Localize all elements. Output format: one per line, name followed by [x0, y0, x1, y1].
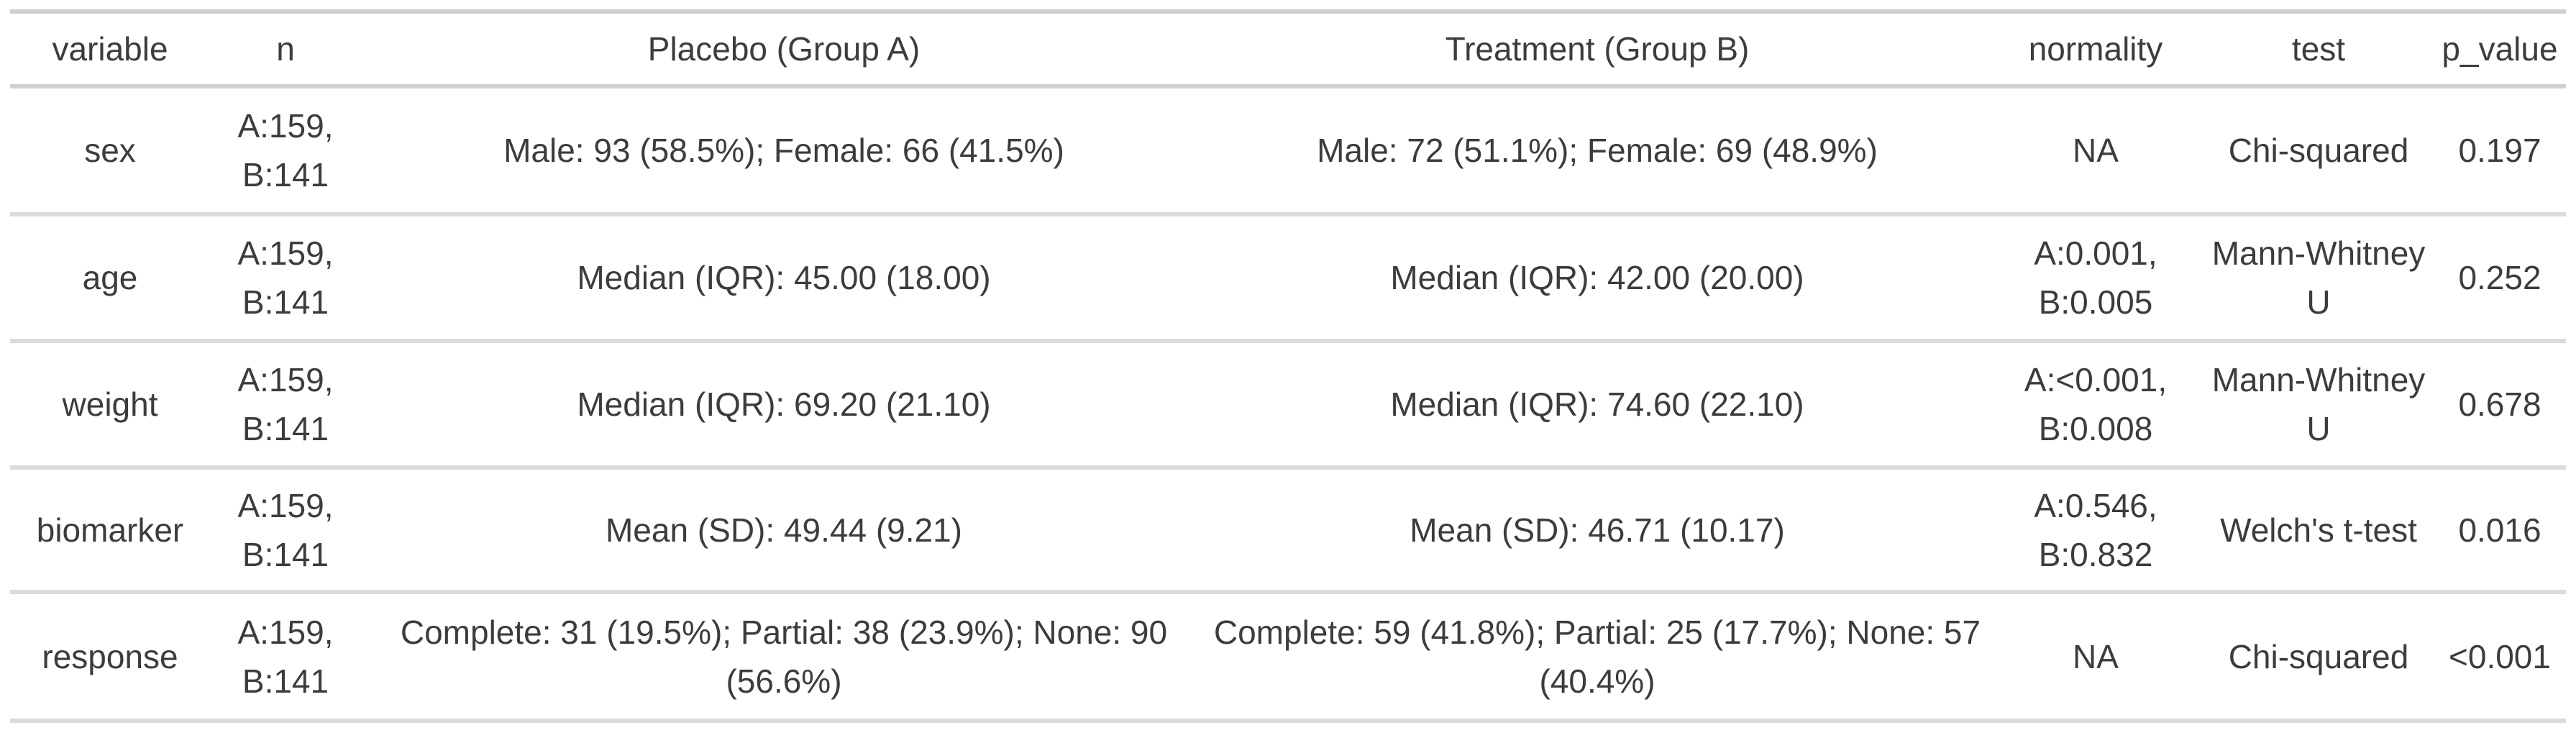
cell-normality: NA	[2073, 637, 2119, 675]
cell-n: A:159, B:141	[237, 613, 334, 700]
cell-placebo: Median (IQR): 45.00 (18.00)	[577, 259, 991, 296]
table-row: biomarker A:159, B:141 Mean (SD): 49.44 …	[10, 468, 2566, 592]
summary-statistics-table: variable n Placebo (Group A) Treatment (…	[10, 9, 2566, 723]
cell-placebo: Complete: 31 (19.5%); Partial: 38 (23.9%…	[400, 613, 1168, 700]
column-header-test: test	[2291, 30, 2346, 68]
cell-test: Chi-squared	[2228, 132, 2409, 169]
cell-placebo: Mean (SD): 49.44 (9.21)	[605, 511, 962, 549]
column-header-normality: normality	[2028, 30, 2163, 68]
cell-test: Welch's t-test	[2220, 511, 2417, 549]
cell-treatment: Male: 72 (51.1%); Female: 69 (48.9%)	[1317, 132, 1878, 169]
column-header-variable: variable	[52, 30, 168, 68]
cell-p-value: 0.678	[2458, 386, 2541, 423]
cell-variable: sex	[84, 132, 136, 169]
table-header-row: variable n Placebo (Group A) Treatment (…	[10, 12, 2566, 86]
cell-n: A:159, B:141	[237, 107, 334, 193]
cell-test: Mann-Whitney U	[2211, 361, 2426, 447]
table-row: response A:159, B:141 Complete: 31 (19.5…	[10, 592, 2566, 721]
cell-p-value: <0.001	[2449, 637, 2551, 675]
cell-test: Mann-Whitney U	[2211, 234, 2426, 321]
table-row: age A:159, B:141 Median (IQR): 45.00 (18…	[10, 214, 2566, 341]
cell-p-value: 0.252	[2458, 259, 2541, 296]
cell-n: A:159, B:141	[237, 234, 334, 321]
column-header-placebo: Placebo (Group A)	[647, 30, 921, 68]
cell-n: A:159, B:141	[237, 486, 334, 573]
cell-test: Chi-squared	[2228, 637, 2409, 675]
cell-placebo: Male: 93 (58.5%); Female: 66 (41.5%)	[503, 132, 1064, 169]
table-row: sex A:159, B:141 Male: 93 (58.5%); Femal…	[10, 86, 2566, 214]
cell-treatment: Median (IQR): 42.00 (20.00)	[1390, 259, 1804, 296]
cell-normality: NA	[2073, 132, 2119, 169]
cell-p-value: 0.197	[2458, 132, 2541, 169]
table-row: weight A:159, B:141 Median (IQR): 69.20 …	[10, 341, 2566, 468]
cell-variable: biomarker	[36, 511, 184, 549]
column-header-n: n	[276, 30, 295, 68]
column-header-p-value: p_value	[2442, 30, 2558, 68]
cell-variable: response	[42, 637, 178, 675]
cell-p-value: 0.016	[2458, 511, 2541, 549]
cell-variable: age	[82, 259, 138, 296]
cell-treatment: Complete: 59 (41.8%); Partial: 25 (17.7%…	[1213, 613, 1981, 700]
cell-placebo: Median (IQR): 69.20 (21.10)	[577, 386, 991, 423]
cell-normality: A:<0.001, B:0.008	[2024, 361, 2168, 447]
cell-normality: A:0.546, B:0.832	[2034, 486, 2157, 573]
cell-normality: A:0.001, B:0.005	[2034, 234, 2157, 321]
cell-treatment: Mean (SD): 46.71 (10.17)	[1410, 511, 1785, 549]
cell-n: A:159, B:141	[237, 361, 334, 447]
column-header-treatment: Treatment (Group B)	[1445, 30, 1750, 68]
cell-treatment: Median (IQR): 74.60 (22.10)	[1390, 386, 1804, 423]
cell-variable: weight	[62, 386, 158, 423]
